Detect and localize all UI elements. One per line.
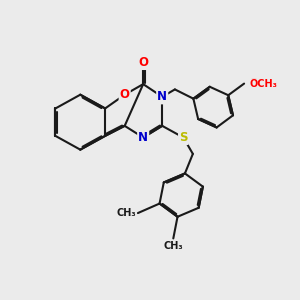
Text: N: N <box>138 131 148 144</box>
Text: O: O <box>120 88 130 101</box>
Text: N: N <box>157 90 167 103</box>
Text: S: S <box>179 131 188 144</box>
Text: CH₃: CH₃ <box>164 241 183 250</box>
Text: OCH₃: OCH₃ <box>249 79 277 88</box>
Text: O: O <box>138 56 148 69</box>
Text: O: O <box>249 77 259 90</box>
Text: CH₃: CH₃ <box>116 208 136 218</box>
